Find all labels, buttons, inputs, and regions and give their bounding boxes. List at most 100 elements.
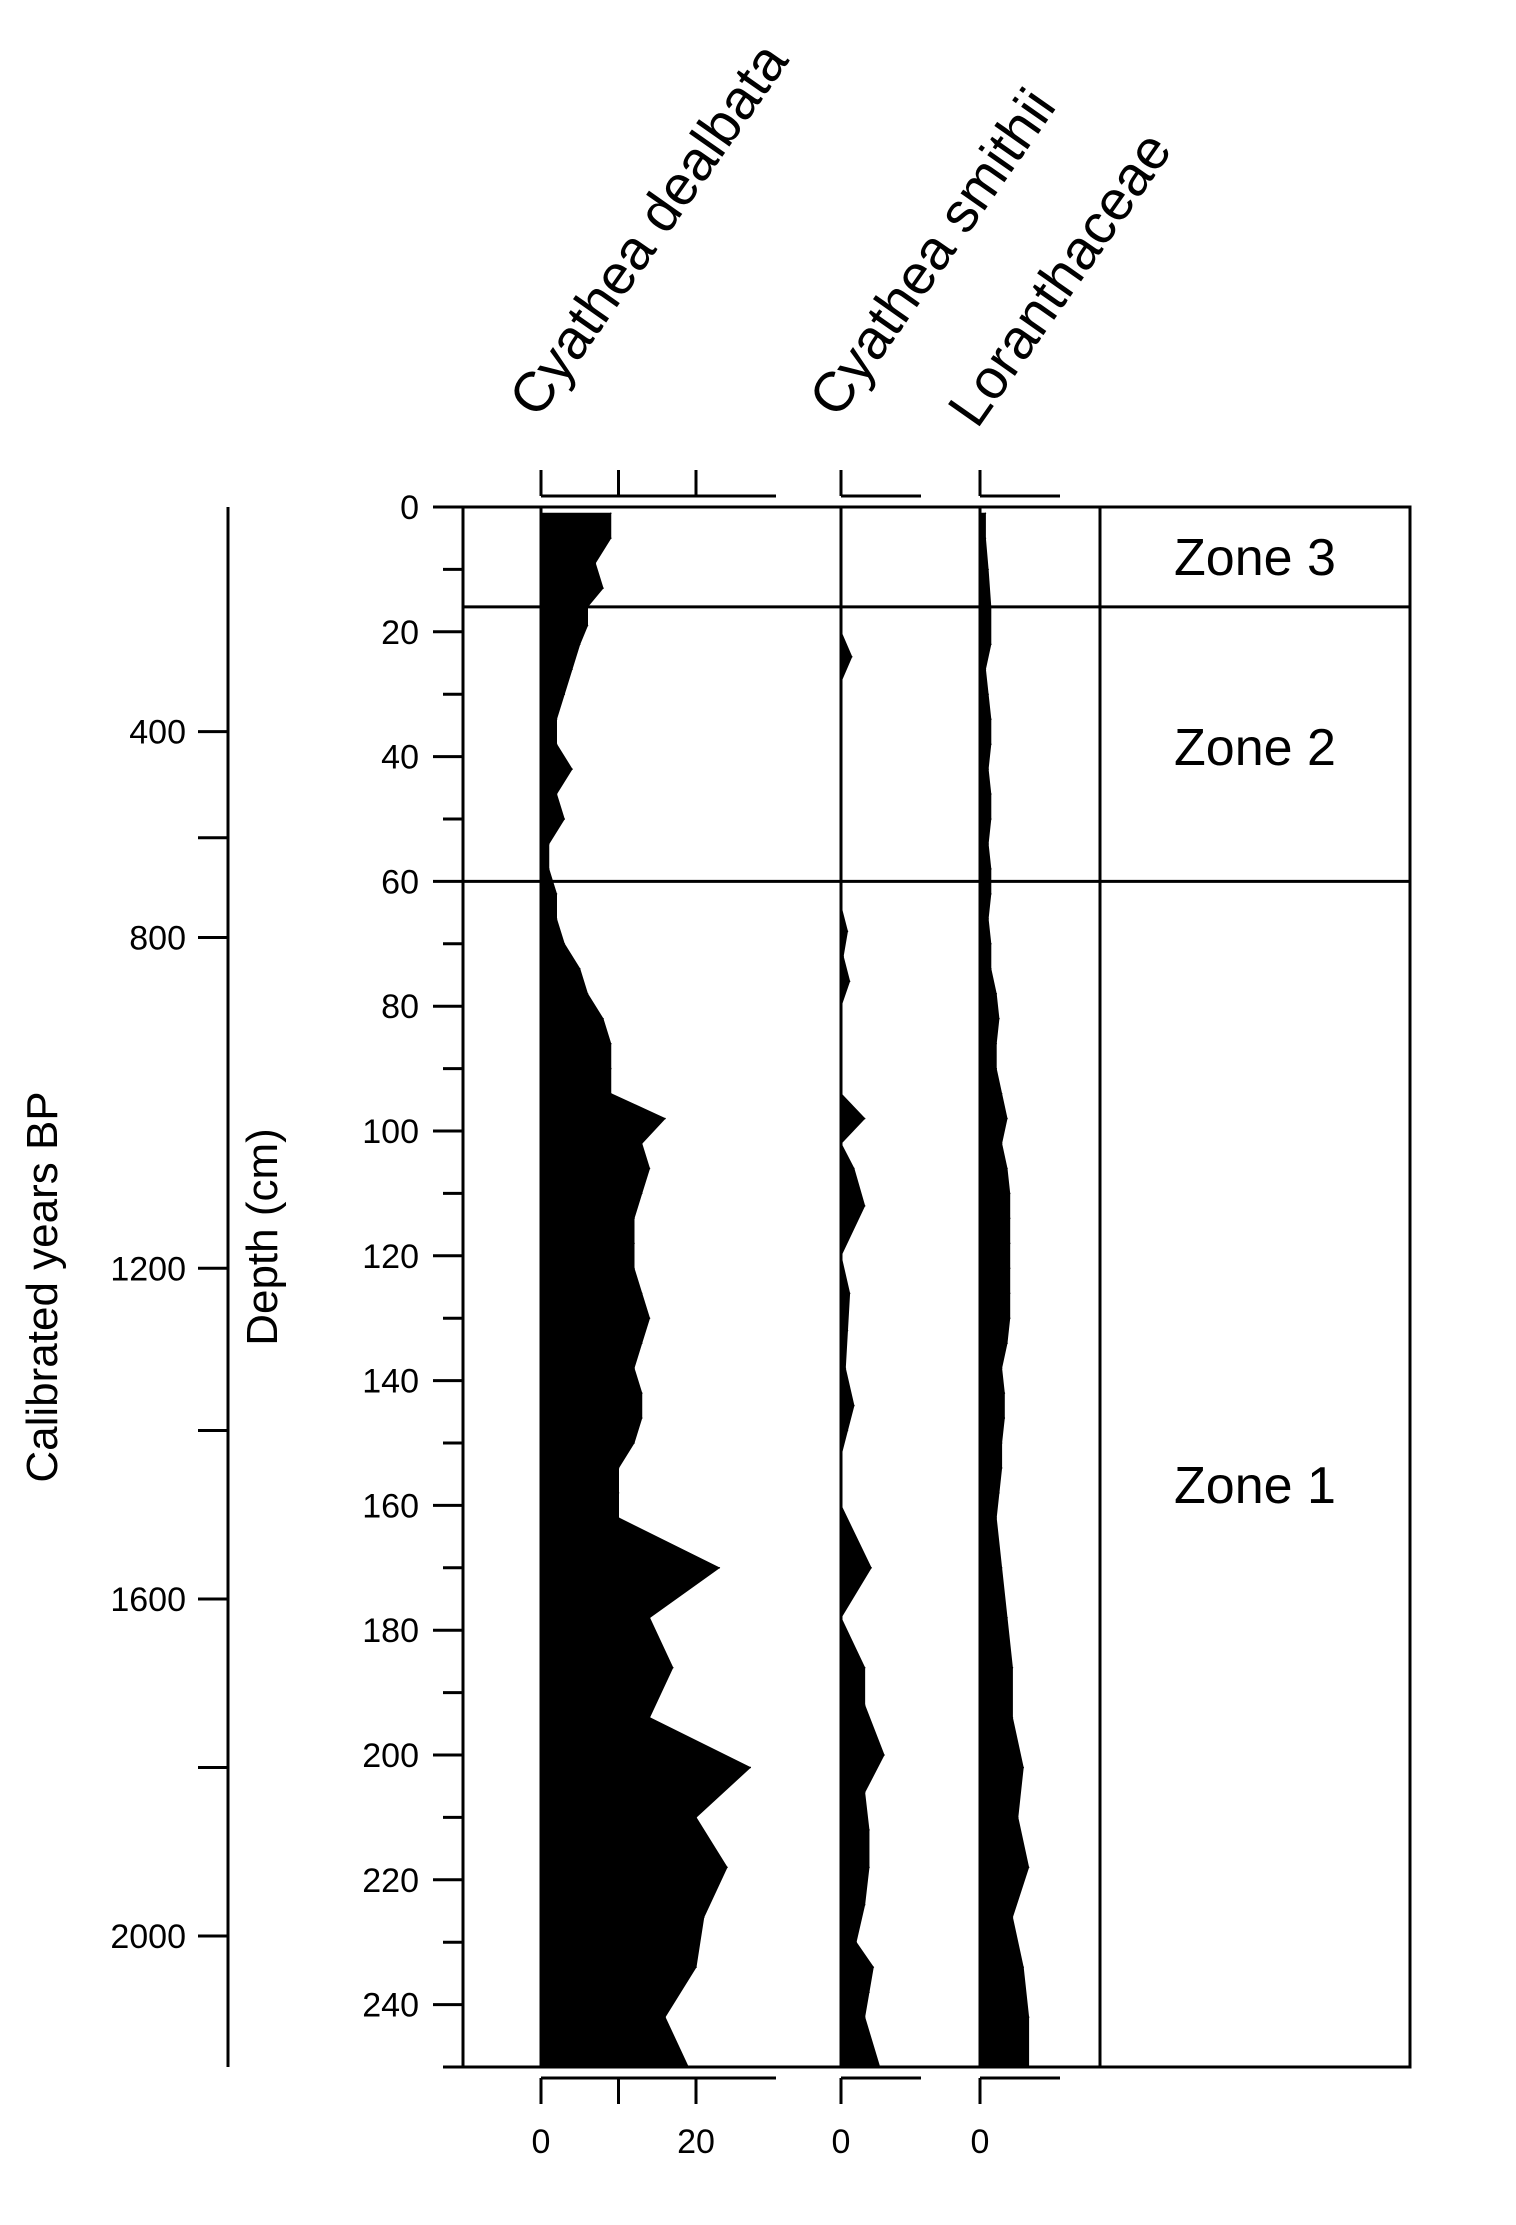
data-point bbox=[998, 1017, 1000, 1020]
data-point bbox=[1022, 1766, 1024, 1769]
data-point bbox=[1006, 1117, 1008, 1120]
data-point bbox=[1000, 1092, 1003, 1095]
data-point bbox=[586, 992, 589, 995]
data-point bbox=[633, 1367, 635, 1369]
data-point bbox=[1008, 1292, 1011, 1295]
depth-tick-label: 240 bbox=[362, 1987, 419, 2025]
depth-tick-label: 100 bbox=[362, 1113, 419, 1151]
data-point bbox=[846, 1329, 849, 1332]
depth-tick-label: 80 bbox=[381, 988, 419, 1026]
data-point bbox=[555, 918, 558, 920]
data-point bbox=[990, 893, 992, 895]
data-point bbox=[664, 2016, 666, 2018]
data-point bbox=[555, 718, 558, 720]
data-point bbox=[609, 1092, 612, 1095]
data-point bbox=[1000, 1367, 1003, 1369]
data-point bbox=[695, 1966, 697, 1968]
data-point bbox=[1022, 1966, 1024, 1968]
data-point bbox=[990, 818, 992, 820]
data-point bbox=[547, 843, 550, 845]
data-point bbox=[1011, 1716, 1014, 1719]
data-point bbox=[846, 1429, 849, 1432]
data-point bbox=[640, 1392, 643, 1394]
data-point bbox=[648, 1616, 651, 1619]
age-tick-label: 400 bbox=[129, 714, 186, 752]
data-point bbox=[1027, 1866, 1030, 1869]
data-point bbox=[586, 624, 589, 627]
depth-tick-label: 120 bbox=[362, 1238, 419, 1276]
data-point bbox=[555, 793, 558, 795]
data-point bbox=[863, 1205, 866, 1207]
data-point bbox=[990, 643, 992, 646]
data-point bbox=[1008, 1317, 1011, 1319]
data-point bbox=[987, 768, 989, 770]
age-tick-label: 800 bbox=[129, 920, 186, 958]
data-point bbox=[702, 1916, 705, 1919]
scale-tick-label: 20 bbox=[677, 2123, 715, 2161]
data-point bbox=[602, 587, 604, 589]
depth-tick-label: 160 bbox=[362, 1487, 419, 1525]
depth-axis: 0 20 40 60 80 100 120 140 160 180 200 220 240 Depth (… bbox=[238, 489, 465, 2069]
data-point bbox=[633, 1442, 635, 1444]
data-point bbox=[749, 1766, 752, 1769]
scale-tick-label: 0 bbox=[971, 2123, 990, 2161]
data-point bbox=[853, 1404, 855, 1407]
data-point bbox=[571, 768, 573, 770]
data-point bbox=[617, 1517, 620, 1519]
data-point bbox=[563, 943, 566, 945]
data-point bbox=[633, 1267, 635, 1270]
data-point bbox=[863, 1666, 866, 1669]
data-point bbox=[648, 1317, 651, 1319]
data-point bbox=[617, 1467, 620, 1469]
data-point bbox=[1008, 1242, 1011, 1245]
data-point bbox=[640, 1192, 643, 1195]
data-point bbox=[987, 918, 989, 920]
data-point bbox=[664, 1117, 666, 1120]
data-point bbox=[868, 1866, 870, 1869]
data-point bbox=[987, 568, 989, 571]
data-point bbox=[555, 893, 558, 895]
data-point bbox=[863, 1903, 866, 1906]
zone-panel: Zone 3 Zone 2 Zone 1 bbox=[463, 505, 1412, 2069]
data-point bbox=[1000, 1142, 1003, 1145]
data-point bbox=[1011, 1916, 1014, 1919]
data-point bbox=[1008, 1267, 1011, 1270]
data-point bbox=[984, 668, 987, 671]
data-point bbox=[1000, 1442, 1003, 1444]
data-point bbox=[726, 1866, 728, 1869]
data-point bbox=[995, 1517, 997, 1519]
area-cyathea-smithii bbox=[840, 631, 885, 2068]
data-point bbox=[609, 1067, 612, 1070]
data-point bbox=[868, 1991, 870, 1993]
data-point bbox=[1011, 1666, 1014, 1669]
data-point bbox=[990, 743, 992, 745]
data-point bbox=[990, 967, 992, 970]
age-axis-title: Calibrated years BP bbox=[18, 1091, 67, 1482]
data-point bbox=[853, 1167, 855, 1170]
data-point bbox=[648, 1716, 651, 1719]
taxon-title: Cyathea dealbata bbox=[496, 30, 800, 426]
depth-tick-label: 40 bbox=[381, 739, 419, 777]
data-point bbox=[640, 1292, 643, 1295]
data-point bbox=[848, 1292, 851, 1295]
zone-label-zone-3: Zone 3 bbox=[1174, 529, 1336, 587]
data-point bbox=[844, 1367, 847, 1369]
data-point bbox=[850, 655, 853, 658]
data-point bbox=[718, 1567, 721, 1569]
data-point bbox=[609, 537, 612, 539]
data-point bbox=[633, 1242, 635, 1245]
depth-tick-label: 20 bbox=[381, 614, 419, 652]
area-loranthaceae bbox=[979, 512, 1030, 2068]
data-point bbox=[602, 1017, 604, 1020]
scale-tick-label: 0 bbox=[832, 2123, 851, 2161]
data-point bbox=[1027, 2016, 1030, 2018]
data-point bbox=[1000, 1567, 1003, 1569]
data-point bbox=[594, 562, 597, 564]
data-point bbox=[1008, 1192, 1011, 1195]
area-cyathea-dealbata bbox=[540, 512, 752, 2068]
data-point bbox=[609, 1042, 612, 1045]
depth-tick-label: 220 bbox=[362, 1862, 419, 1900]
age-tick-label: 1600 bbox=[110, 1581, 186, 1619]
age-tick-label: 1200 bbox=[110, 1250, 186, 1288]
